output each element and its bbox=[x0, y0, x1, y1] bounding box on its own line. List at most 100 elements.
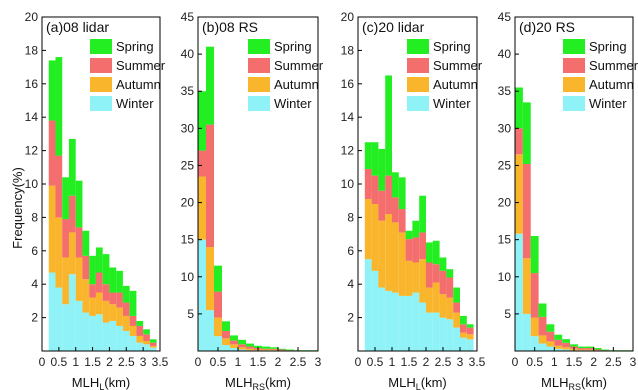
legend-swatch-spring bbox=[563, 39, 585, 54]
bar-summer-10 bbox=[432, 264, 440, 283]
bar-summer-12 bbox=[446, 277, 454, 298]
bar-summer-14 bbox=[143, 334, 150, 341]
bar-autumn-15 bbox=[466, 334, 474, 340]
x-tick-label: 3 bbox=[315, 355, 322, 369]
x-axis-label-unit: (km) bbox=[581, 375, 607, 390]
bar-summer-2 bbox=[378, 190, 386, 221]
bar-summer-4 bbox=[75, 227, 83, 258]
bar-summer-2 bbox=[62, 219, 69, 258]
bar-winter-7 bbox=[412, 292, 420, 351]
bar-summer-6 bbox=[246, 346, 254, 349]
panel-title: (a)08 lidar bbox=[46, 19, 109, 35]
bar-winter-13 bbox=[453, 327, 460, 351]
bar-autumn-3 bbox=[385, 214, 392, 291]
bar-autumn-5 bbox=[398, 232, 406, 296]
bar-spring-4 bbox=[546, 324, 555, 332]
bar-spring-1 bbox=[55, 57, 63, 156]
legend-label-autumn: Autumn bbox=[116, 77, 161, 92]
y-tick-label: 4 bbox=[31, 277, 38, 291]
bar-summer-1 bbox=[206, 124, 214, 248]
x-tick-label: 3.5 bbox=[152, 355, 169, 369]
x-tick-label: 1 bbox=[551, 355, 558, 369]
bar-winter-11 bbox=[439, 317, 447, 351]
legend-swatch-summer bbox=[563, 58, 585, 73]
x-tick-label: 2 bbox=[590, 355, 597, 369]
bar-autumn-4 bbox=[392, 222, 399, 293]
x-tick-label: 2.5 bbox=[435, 355, 452, 369]
legend-label-spring: Spring bbox=[589, 39, 627, 54]
bar-spring-4 bbox=[230, 335, 238, 341]
x-tick-label: 2 bbox=[106, 355, 113, 369]
bar-spring-5 bbox=[398, 177, 406, 210]
bar-spring-10 bbox=[278, 348, 286, 350]
bar-spring-12 bbox=[129, 290, 137, 316]
bar-spring-5 bbox=[82, 230, 90, 256]
bar-spring-15 bbox=[466, 324, 474, 328]
bar-autumn-13 bbox=[136, 335, 144, 343]
legend-swatch-autumn bbox=[407, 77, 429, 92]
x-axis-label: MLHRS(km) bbox=[225, 375, 291, 390]
bar-autumn-13 bbox=[453, 312, 460, 328]
bar-winter-6 bbox=[405, 295, 413, 351]
bar-summer-5 bbox=[82, 255, 90, 280]
legend-label-summer: Summer bbox=[274, 58, 324, 73]
x-axis-label-unit: (km) bbox=[104, 375, 130, 390]
legend-swatch-summer bbox=[90, 58, 112, 73]
x-axis-label-main: MLH bbox=[225, 375, 252, 390]
x-tick-label: 0 bbox=[39, 355, 46, 369]
bar-spring-15 bbox=[149, 339, 157, 343]
x-axis-label-sub: RS bbox=[252, 382, 265, 390]
bar-winter-3 bbox=[538, 343, 547, 351]
bar-spring-9 bbox=[426, 242, 433, 263]
bar-summer-13 bbox=[136, 325, 144, 336]
bar-spring-10 bbox=[593, 348, 602, 350]
bar-summer-9 bbox=[270, 348, 278, 350]
bar-winter-0 bbox=[48, 272, 56, 351]
bar-spring-2 bbox=[214, 265, 222, 292]
bar-summer-8 bbox=[419, 232, 426, 260]
bar-summer-12 bbox=[129, 315, 137, 326]
bar-autumn-12 bbox=[129, 325, 137, 336]
bar-summer-5 bbox=[238, 344, 246, 348]
bar-autumn-9 bbox=[109, 304, 117, 321]
legend-swatch-autumn bbox=[248, 77, 270, 92]
bar-summer-11 bbox=[122, 302, 130, 316]
y-tick-label: 40 bbox=[498, 47, 512, 61]
x-axis-label-unit: (km) bbox=[265, 375, 291, 390]
panel-2: 5 10 15 20 25 30 35 40 45 0 0.5 1 1.5 2 2.5 3 (b)08 RS Sp… bbox=[181, 10, 324, 390]
bar-spring-10 bbox=[116, 270, 123, 293]
y-tick-label: 10 bbox=[181, 270, 195, 284]
bar-spring-9 bbox=[585, 346, 594, 349]
bar-winter-0 bbox=[364, 259, 372, 351]
bar-spring-14 bbox=[460, 315, 467, 325]
bar-spring-3 bbox=[385, 75, 392, 176]
x-tick-label: 0 bbox=[512, 355, 519, 369]
bar-autumn-9 bbox=[585, 349, 594, 351]
x-tick-label: 0 bbox=[195, 355, 202, 369]
bar-autumn-8 bbox=[262, 349, 270, 351]
y-tick-label: 12 bbox=[25, 144, 39, 158]
x-tick-label: 1 bbox=[235, 355, 242, 369]
bar-autumn-5 bbox=[238, 347, 246, 350]
bar-summer-1 bbox=[371, 175, 379, 205]
panel-3: 2 4 6 8 10 12 14 16 18 20 0 0.5 1 1.5 2 2.5 3 3.5 (c)20 li… bbox=[341, 10, 486, 390]
bar-spring-9 bbox=[109, 267, 117, 293]
y-tick-label: 15 bbox=[181, 233, 195, 247]
bar-spring-2 bbox=[62, 177, 69, 220]
bar-spring-8 bbox=[102, 254, 110, 285]
bar-winter-6 bbox=[89, 315, 96, 351]
bar-summer-0 bbox=[198, 150, 206, 177]
y-tick-label: 25 bbox=[181, 158, 195, 172]
bar-autumn-14 bbox=[143, 340, 150, 345]
bar-autumn-2 bbox=[214, 317, 222, 337]
panel-4: 5 10 15 20 25 30 35 40 45 0 0.5 1 1.5 2 2.5 3 (d)20 RS Sp… bbox=[498, 10, 638, 390]
y-tick-label: 20 bbox=[181, 196, 195, 210]
bar-autumn-11 bbox=[439, 294, 447, 318]
bar-summer-5 bbox=[554, 339, 563, 346]
y-tick-label: 10 bbox=[498, 270, 512, 284]
bar-winter-6 bbox=[562, 349, 571, 351]
bar-winter-2 bbox=[378, 287, 386, 351]
x-tick-label: 1.5 bbox=[566, 355, 583, 369]
bar-winter-1 bbox=[522, 313, 531, 351]
bar-winter-10 bbox=[432, 312, 440, 351]
